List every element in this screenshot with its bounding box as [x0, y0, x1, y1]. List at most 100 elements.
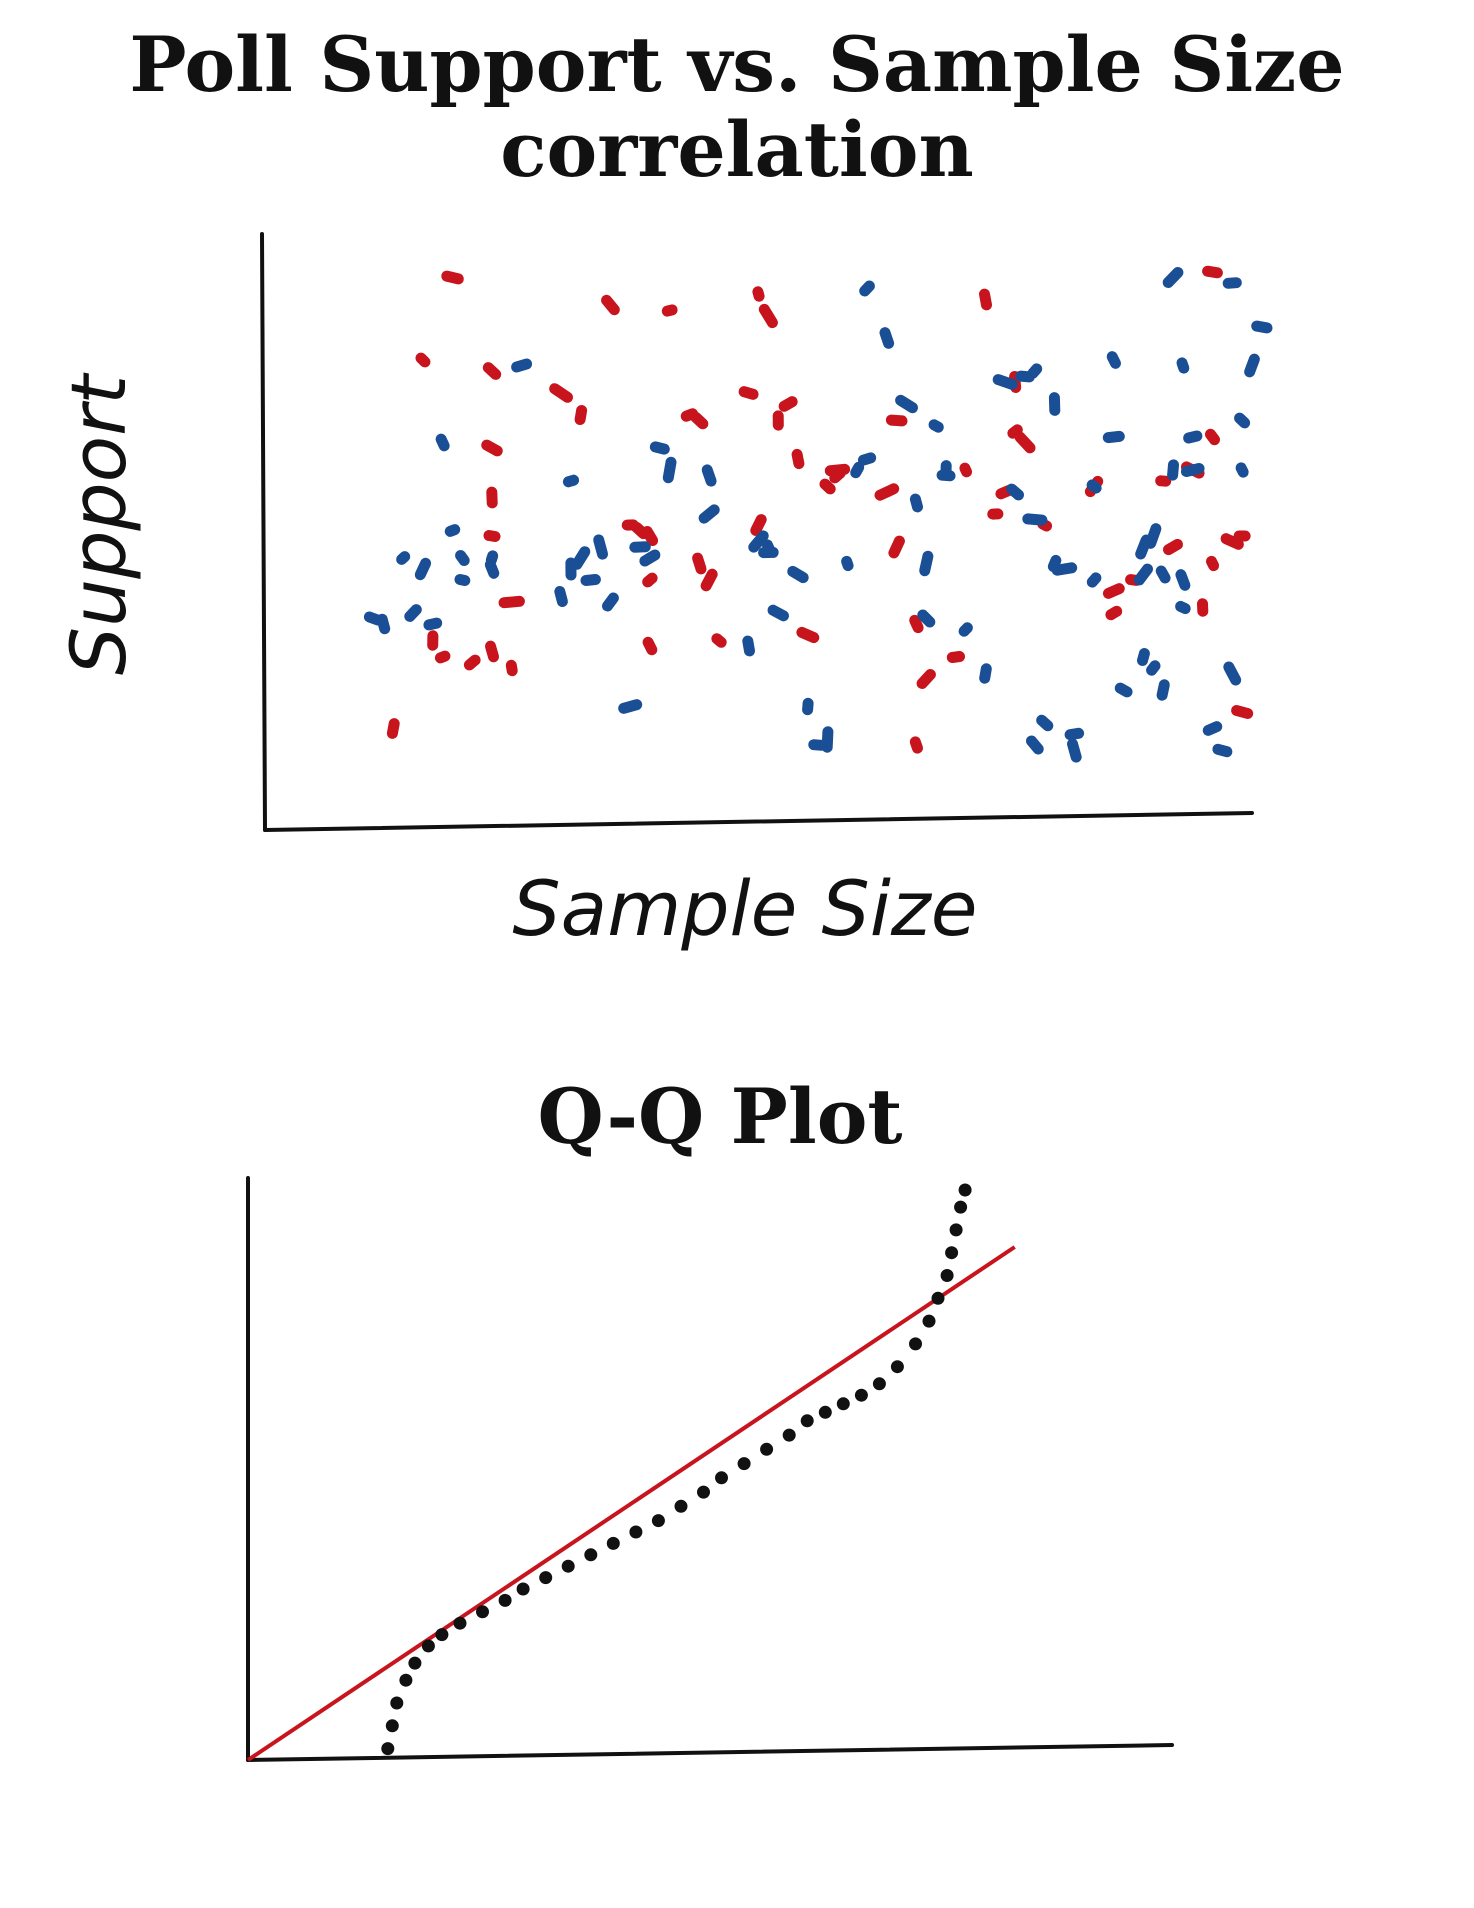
qq-axes	[246, 1176, 1174, 1762]
chart-title-text: Poll Support vs. Sample Size correlation	[129, 20, 1345, 195]
blue-scatter-point	[455, 550, 470, 566]
red-scatter-point	[791, 448, 805, 470]
red-scatter-point	[1102, 583, 1125, 599]
blue-scatter-point	[992, 374, 1018, 390]
blue-scatter-point	[1064, 727, 1085, 741]
blue-scatter-point	[562, 474, 580, 488]
red-scatter-point	[959, 462, 973, 478]
qq-x-axis	[246, 1743, 1174, 1762]
red-scatter-point	[1163, 538, 1183, 556]
blue-scatter-point	[1015, 370, 1035, 383]
red-scatter-point	[758, 303, 778, 329]
blue-scatter-point	[1133, 563, 1153, 586]
blue-scatter-point	[917, 609, 936, 628]
red-scatter-point	[481, 439, 503, 457]
blue-scatter-point	[879, 327, 895, 349]
blue-scatter-point	[1145, 523, 1162, 549]
qq-point	[931, 1291, 945, 1305]
red-scatter-point	[601, 294, 620, 316]
blue-scatter-point	[936, 469, 956, 482]
qq-point	[408, 1656, 422, 1670]
red-scatter-point	[386, 718, 400, 739]
y-axis	[260, 232, 267, 832]
red-scatter-point	[549, 383, 573, 403]
blue-scatter-point	[857, 452, 877, 466]
blue-scatter-point	[1180, 463, 1205, 477]
blue-scatter-point	[1202, 721, 1223, 736]
blue-scatter-point	[895, 394, 918, 414]
scatter-points	[363, 265, 1273, 763]
red-scatter-point	[415, 352, 431, 368]
red-scatter-point	[483, 530, 501, 542]
blue-scatter-point	[639, 549, 661, 567]
blue-scatter-point	[850, 461, 865, 479]
blue-scatter-point	[571, 546, 591, 570]
x-axis-label: Sample Size	[512, 864, 977, 953]
blue-scatter-point	[1137, 648, 1150, 666]
blue-scatter-point	[1175, 569, 1191, 591]
qq-point	[949, 1223, 963, 1237]
qq-point	[399, 1673, 413, 1687]
qq-point	[760, 1442, 774, 1456]
blue-scatter-point	[1234, 412, 1251, 429]
blue-scatter-point	[1022, 513, 1048, 526]
blue-scatter-point	[1176, 357, 1190, 374]
red-scatter-point	[661, 304, 678, 317]
chart-title-correlation: Poll Support vs. Sample Size correlation	[0, 22, 1474, 192]
blue-scatter-point	[748, 530, 769, 553]
red-scatter-point	[796, 626, 820, 644]
blue-scatter-point	[414, 557, 432, 581]
blue-scatter-point	[1183, 430, 1203, 444]
red-scatter-point	[642, 636, 658, 656]
blue-scatter-point	[484, 559, 500, 579]
red-scatter-point	[909, 614, 924, 634]
red-scatter-point	[1205, 428, 1220, 446]
red-scatter-point	[505, 659, 518, 677]
red-scatter-point	[482, 362, 502, 380]
qq-reference-line-segment	[246, 1245, 1016, 1762]
y-axis-label: Support	[54, 372, 143, 676]
blue-scatter-point	[511, 358, 533, 373]
blue-scatter-point	[808, 739, 828, 751]
blue-scatter-point	[1235, 462, 1249, 478]
qq-point	[539, 1571, 553, 1585]
blue-scatter-point	[454, 574, 471, 586]
qq-point	[385, 1719, 399, 1733]
red-scatter-point	[1105, 605, 1123, 621]
qq-title-text: Q-Q Plot	[537, 1072, 903, 1161]
blue-scatter-point	[593, 534, 608, 560]
blue-scatter-point	[787, 565, 809, 584]
qq-point	[958, 1183, 972, 1197]
blue-scatter-point	[802, 697, 814, 716]
qq-point	[498, 1593, 512, 1607]
qq-point	[435, 1628, 449, 1642]
blue-scatter-point	[821, 726, 834, 753]
qq-point	[381, 1742, 395, 1756]
red-scatter-point	[778, 396, 798, 412]
blue-scatter-point	[1146, 660, 1161, 676]
blue-scatter-point	[841, 555, 854, 572]
blue-scatter-point	[602, 592, 619, 612]
blue-scatter-point	[742, 635, 755, 657]
qq-point	[561, 1559, 575, 1573]
red-scatter-point	[1007, 424, 1023, 439]
qq-point	[872, 1377, 886, 1391]
qq-point	[945, 1246, 959, 1260]
red-scatter-point	[700, 568, 718, 592]
blue-scatter-point	[1251, 320, 1273, 334]
red-scatter-point	[690, 411, 709, 430]
blue-scatter-point	[649, 441, 670, 455]
blue-scatter-point	[435, 433, 450, 452]
blue-scatter-point	[1006, 483, 1024, 501]
red-scatter-point	[485, 640, 499, 663]
blue-scatter-point	[423, 617, 443, 631]
blue-scatter-point	[1156, 679, 1170, 701]
red-scatter-point	[1202, 265, 1223, 279]
blue-scatter-point	[1114, 682, 1133, 698]
red-scatter-point	[642, 572, 658, 588]
red-scatter-point	[463, 654, 481, 671]
qq-point	[922, 1314, 936, 1328]
qq-point	[940, 1269, 954, 1282]
qq-point	[854, 1388, 868, 1402]
blue-scatter-point	[1212, 743, 1233, 758]
